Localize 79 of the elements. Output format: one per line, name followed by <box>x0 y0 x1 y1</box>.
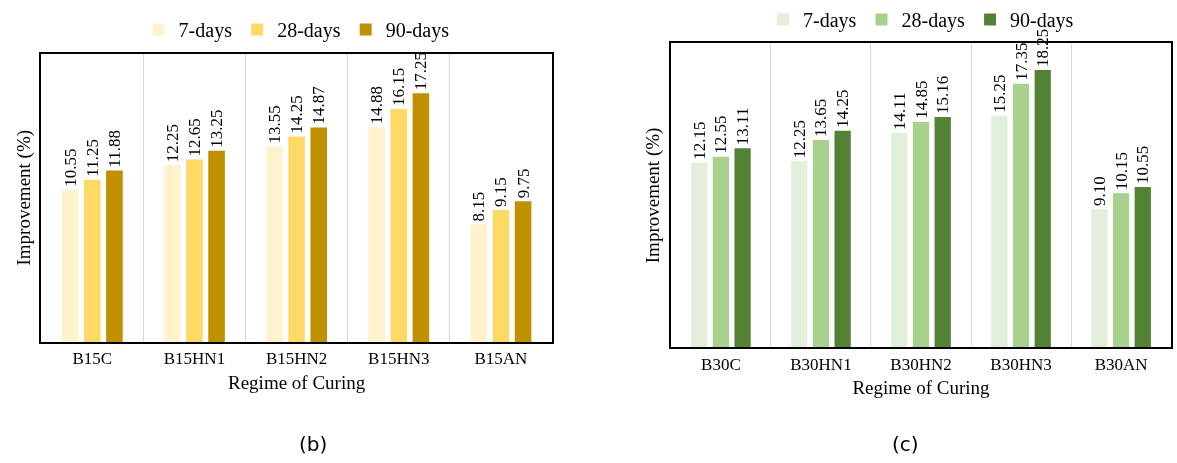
data-label: 12.65 <box>184 118 204 157</box>
data-label: 13.55 <box>264 105 284 144</box>
bar <box>208 150 225 342</box>
data-label: 13.25 <box>207 109 227 148</box>
text: (c) <box>892 432 919 456</box>
x-tick-label: B30AN <box>1094 354 1148 374</box>
bar <box>712 156 730 348</box>
x-tick-label: B30HN2 <box>890 354 952 374</box>
bar <box>934 117 951 348</box>
x-tick-label: B30HN3 <box>990 354 1052 374</box>
bar <box>1134 187 1151 348</box>
data-label: 11.88 <box>104 129 124 168</box>
legend-label: 28-days <box>901 9 966 33</box>
bar <box>310 127 328 342</box>
legend-label: 90-days <box>385 19 450 43</box>
data-label: 9.10 <box>1089 176 1109 207</box>
bar <box>390 109 408 342</box>
data-label: 14.11 <box>889 92 909 130</box>
x-tick-label: B15C <box>72 349 113 369</box>
bar <box>514 201 532 342</box>
data-label: 8.15 <box>469 191 489 222</box>
bar <box>164 165 181 342</box>
bar <box>812 139 830 348</box>
x-axis-title: Regime of Curing <box>852 377 991 399</box>
data-label: 13.65 <box>811 98 831 137</box>
data-label: 14.25 <box>287 95 307 134</box>
bar <box>912 121 930 348</box>
data-label: 15.25 <box>989 74 1009 113</box>
data-label: 16.15 <box>389 67 409 107</box>
data-label: 9.75 <box>513 168 533 199</box>
data-label: 10.55 <box>1133 145 1153 185</box>
data-label: 14.25 <box>833 89 853 128</box>
bar <box>1112 193 1130 348</box>
bar <box>834 130 851 348</box>
bar <box>734 148 751 348</box>
bar <box>1091 209 1108 348</box>
bar <box>492 209 510 342</box>
bar <box>266 146 283 342</box>
data-label: 11.25 <box>82 139 102 177</box>
x-tick-label: B30HN1 <box>790 354 852 374</box>
data-label: 12.15 <box>689 121 709 160</box>
data-label: 14.85 <box>911 80 931 119</box>
bar <box>991 115 1008 348</box>
y-axis-title: Improvement (%) <box>12 129 35 266</box>
bar <box>288 136 305 342</box>
data-label: 10.15 <box>1111 151 1131 191</box>
bar <box>1012 83 1030 348</box>
data-label: 14.88 <box>367 86 387 125</box>
bar <box>891 132 908 348</box>
y-axis-title: Improvement (%) <box>642 127 665 264</box>
x-tick-label: B15AN <box>474 349 528 369</box>
x-tick-label: B30C <box>701 354 741 374</box>
bar <box>186 159 203 342</box>
data-label: 14.87 <box>309 85 329 125</box>
x-tick-label: B15HN2 <box>265 349 328 369</box>
bar <box>470 224 488 342</box>
legend-label: 7-days <box>803 9 857 33</box>
bar <box>106 170 123 342</box>
data-label: 17.35 <box>1011 42 1031 81</box>
text: (b) <box>299 432 328 456</box>
x-tick-label: B15HN1 <box>163 349 226 369</box>
data-label: 12.25 <box>162 124 182 163</box>
data-label: 12.25 <box>789 119 809 159</box>
bar <box>1034 70 1051 348</box>
data-label: 12.55 <box>711 115 731 154</box>
bar <box>691 162 708 348</box>
data-label: 13.11 <box>733 107 753 146</box>
bar <box>83 179 101 342</box>
x-axis-title: Regime of Curing <box>228 371 366 393</box>
bar <box>61 189 79 342</box>
x-tick-label: B15HN3 <box>368 349 430 369</box>
data-label: 15.16 <box>933 75 953 115</box>
data-label: 10.55 <box>60 148 80 187</box>
legend-label: 7-days <box>178 19 233 43</box>
legend-label: 28-days <box>277 19 341 43</box>
bar <box>368 127 385 342</box>
bar <box>791 161 808 348</box>
bar <box>412 93 430 342</box>
data-label: 9.15 <box>491 177 511 207</box>
